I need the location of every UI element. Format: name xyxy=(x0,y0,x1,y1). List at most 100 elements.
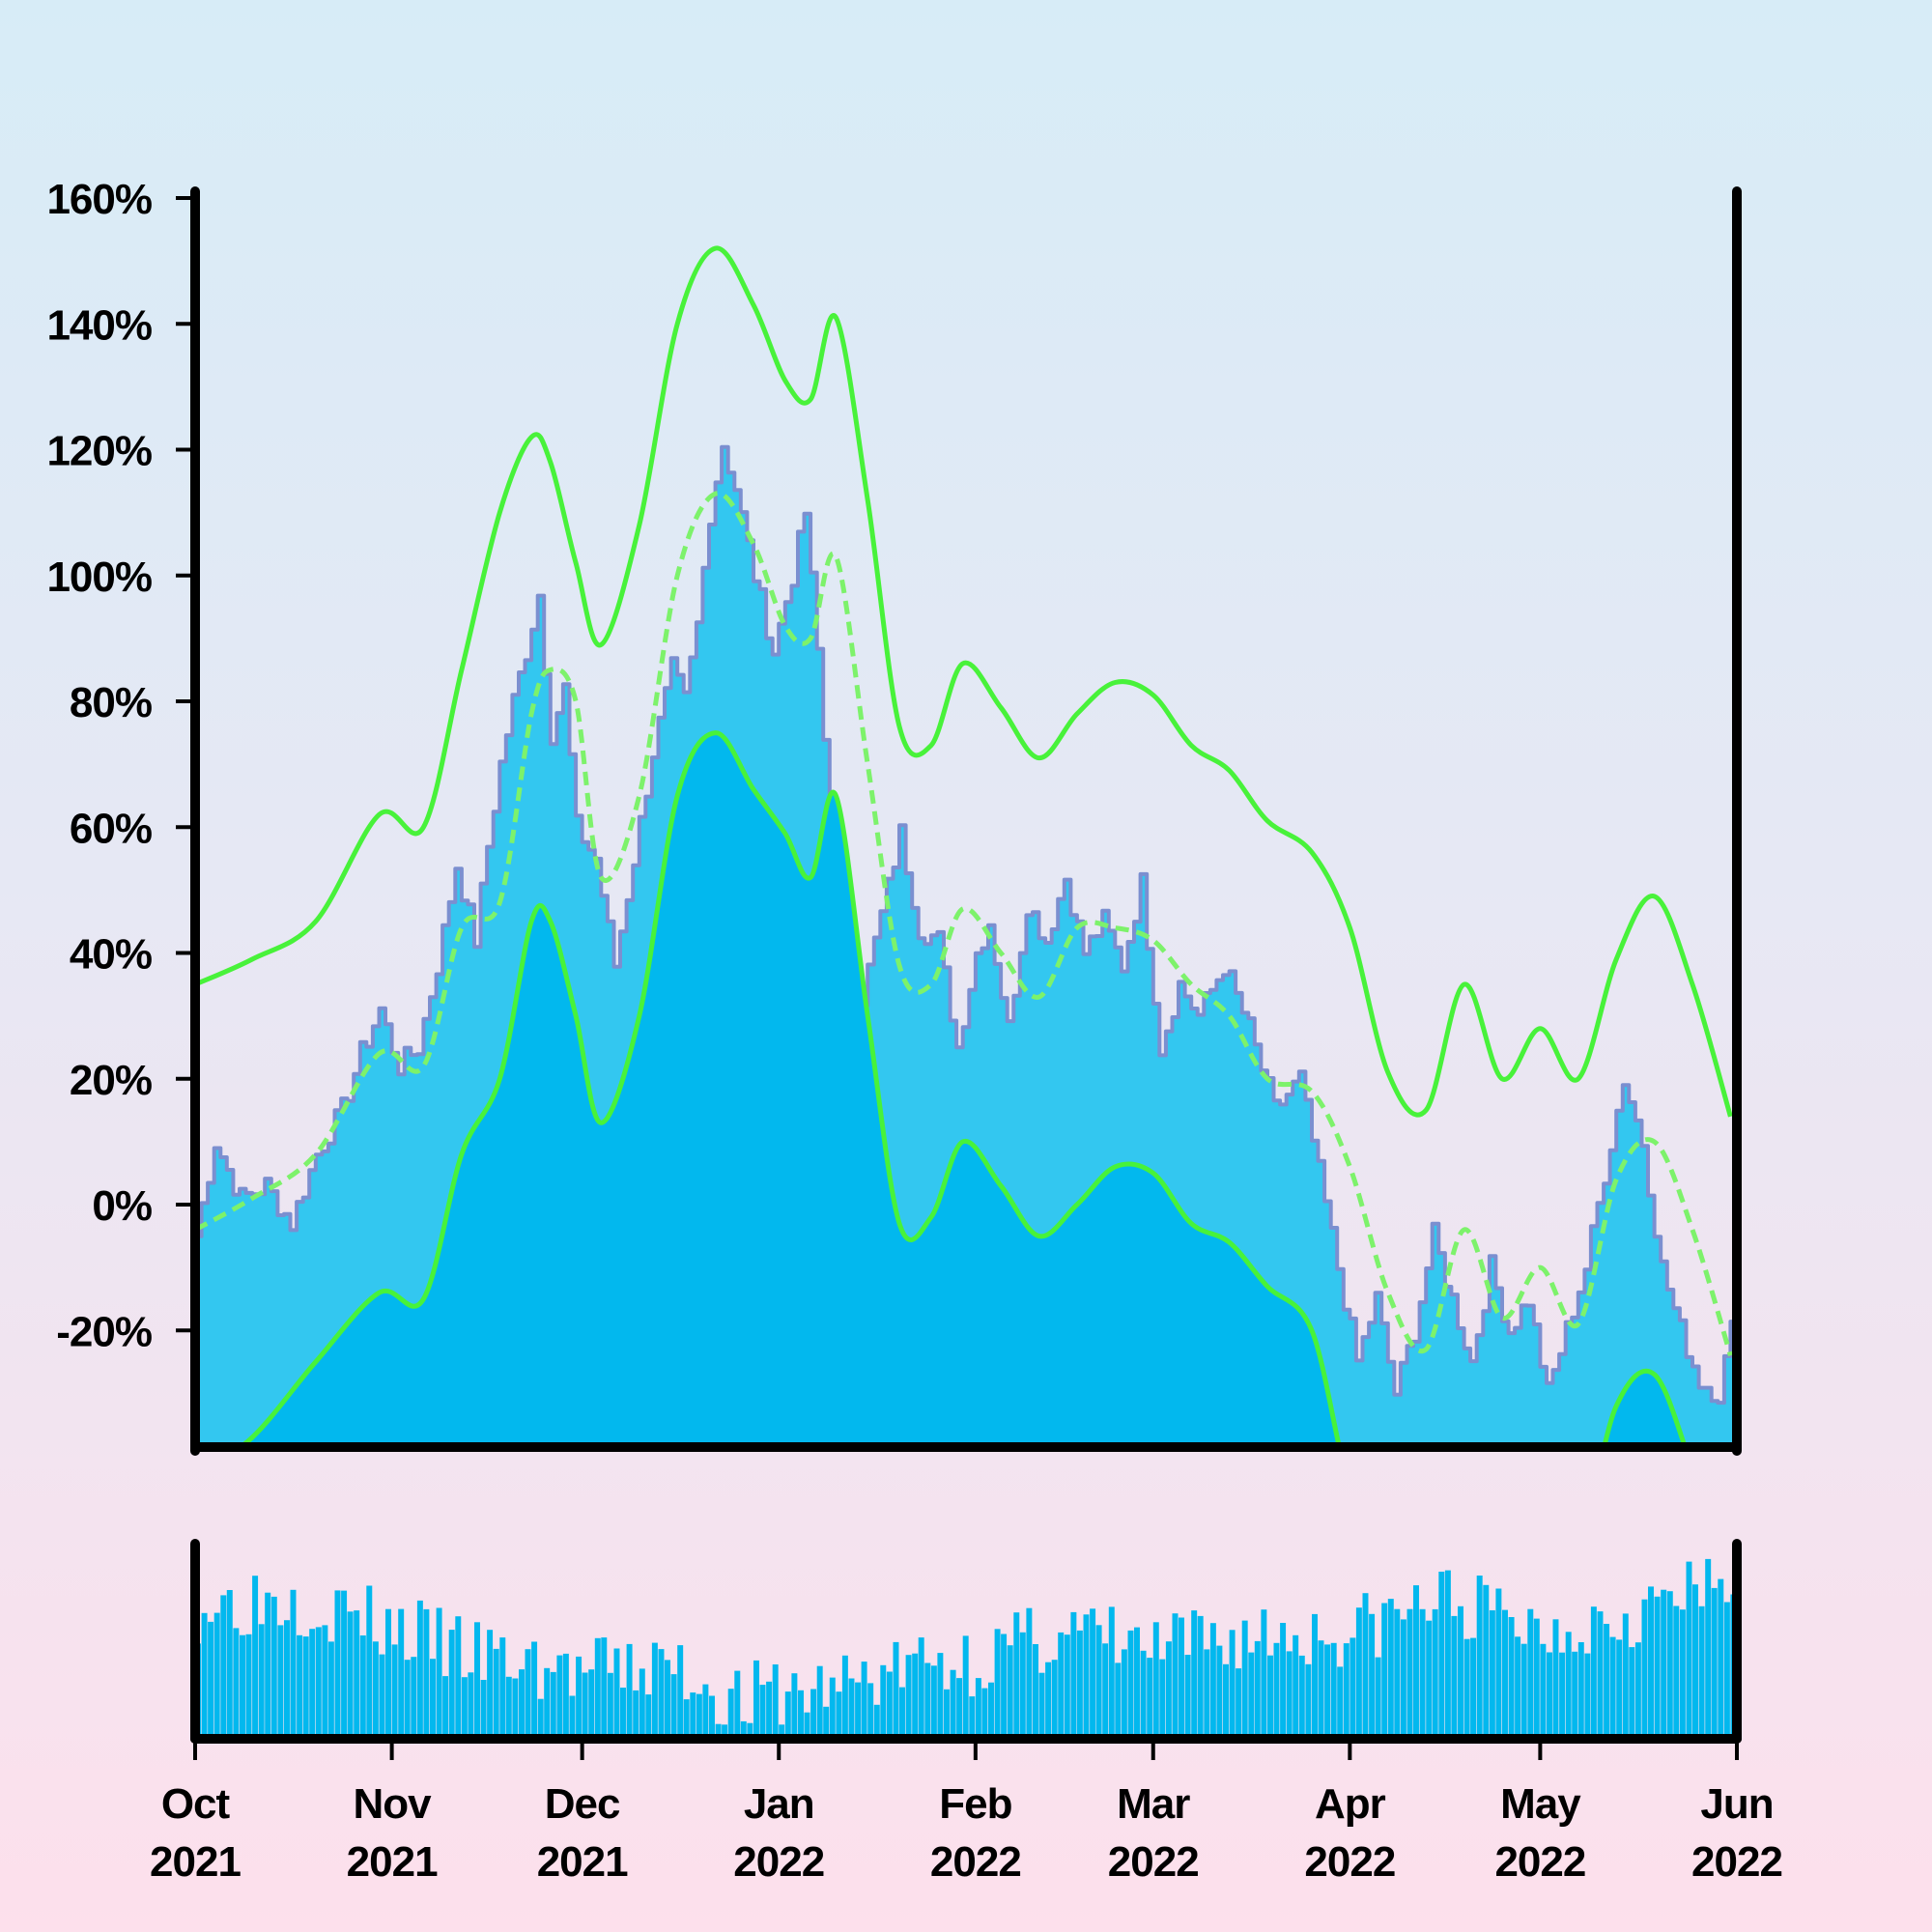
volume-bar xyxy=(1432,1608,1438,1734)
volume-bar xyxy=(670,1674,677,1734)
volume-bar xyxy=(1051,1660,1058,1734)
volume-bar xyxy=(1661,1589,1667,1734)
volume-bar xyxy=(1140,1650,1147,1734)
volume-bar xyxy=(1102,1643,1109,1734)
x-tick-month: Apr xyxy=(1315,1780,1386,1828)
volume-plot xyxy=(195,1558,1737,1735)
volume-bar xyxy=(867,1683,874,1734)
volume-bar xyxy=(1463,1638,1470,1734)
volume-bar xyxy=(245,1634,252,1734)
volume-bar xyxy=(1045,1662,1052,1734)
volume-bar xyxy=(1666,1591,1673,1734)
volume-bar xyxy=(1686,1561,1692,1734)
x-tick-month: Nov xyxy=(354,1780,433,1828)
x-tick-year: 2022 xyxy=(930,1838,1021,1886)
x-tick-year: 2021 xyxy=(347,1838,438,1886)
volume-bar xyxy=(277,1625,284,1734)
x-tick-month: Jun xyxy=(1700,1780,1773,1828)
volume-bar xyxy=(1483,1584,1490,1734)
volume-bar xyxy=(950,1669,956,1734)
volume-bar xyxy=(798,1690,804,1734)
volume-bar xyxy=(1622,1613,1629,1734)
volume-bar xyxy=(430,1659,436,1734)
volume-bar xyxy=(436,1607,442,1734)
volume-bar xyxy=(493,1648,499,1734)
volume-bar xyxy=(1095,1625,1102,1734)
volume-bar xyxy=(1267,1655,1273,1734)
volume-bar xyxy=(258,1624,265,1734)
volume-bar xyxy=(747,1722,753,1734)
volume-bar xyxy=(962,1635,969,1734)
volume-bar xyxy=(836,1691,842,1734)
volume-bar xyxy=(270,1596,277,1734)
volume-bar xyxy=(487,1630,494,1734)
volume-bar xyxy=(1476,1576,1483,1734)
volume-bar xyxy=(1064,1634,1070,1734)
volume-bar xyxy=(1419,1608,1426,1734)
volume-bar xyxy=(1013,1612,1020,1734)
volume-bar xyxy=(709,1695,715,1734)
volume-bar xyxy=(1216,1645,1223,1734)
volume-bar xyxy=(1394,1608,1401,1734)
volume-bar xyxy=(309,1629,316,1734)
y-tick-label: 40% xyxy=(70,931,152,979)
volume-bar xyxy=(1165,1641,1172,1734)
price-line xyxy=(195,444,1737,1406)
volume-bar xyxy=(905,1655,912,1734)
volume-bar xyxy=(1565,1632,1572,1734)
volume-bar xyxy=(1127,1630,1134,1734)
volume-bar xyxy=(1723,1602,1730,1734)
volume-bar xyxy=(722,1724,728,1735)
volume-bar xyxy=(1559,1652,1566,1734)
volume-bar xyxy=(1273,1642,1280,1734)
volume-bar xyxy=(1629,1647,1635,1734)
volume-bar xyxy=(1577,1642,1584,1734)
volume-bar xyxy=(1673,1605,1680,1734)
x-tick-year: 2021 xyxy=(537,1838,628,1886)
x-tick-year: 2022 xyxy=(1691,1838,1782,1886)
volume-bar xyxy=(690,1692,696,1734)
volume-bar xyxy=(1489,1610,1495,1734)
volume-bar xyxy=(588,1669,595,1734)
volume-bar xyxy=(816,1665,823,1734)
volume-bar xyxy=(213,1612,220,1734)
volume-bar xyxy=(1229,1630,1236,1734)
volume-bar xyxy=(601,1637,608,1734)
x-tick-month: May xyxy=(1500,1780,1581,1828)
volume-bar xyxy=(265,1592,271,1734)
volume-bar xyxy=(1540,1643,1547,1734)
volume-bar xyxy=(1381,1603,1388,1734)
volume-bar xyxy=(969,1696,976,1734)
volume-bar xyxy=(1604,1624,1610,1734)
volume-bar xyxy=(1058,1632,1065,1734)
volume-bar xyxy=(784,1691,791,1734)
volume-bar xyxy=(416,1600,423,1734)
volume-bar xyxy=(366,1585,373,1734)
volume-bar xyxy=(715,1723,722,1734)
volume-bar xyxy=(861,1662,867,1734)
volume-bar xyxy=(1007,1645,1013,1734)
volume-bar xyxy=(810,1689,817,1734)
x-tick-year: 2022 xyxy=(1494,1838,1585,1886)
volume-bar xyxy=(1451,1615,1458,1734)
volume-bar xyxy=(1312,1613,1318,1734)
volume-bar xyxy=(480,1680,487,1734)
volume-bar xyxy=(519,1669,525,1734)
volume-bar xyxy=(315,1627,322,1734)
volume-bar xyxy=(1209,1623,1216,1734)
volume-bar xyxy=(1108,1606,1115,1734)
volume-bar xyxy=(556,1655,563,1734)
volume-bar xyxy=(468,1672,474,1734)
moving-average-line xyxy=(195,491,1733,1357)
volume-bar xyxy=(1444,1570,1451,1734)
volume-bar xyxy=(1718,1578,1724,1734)
volume-bar xyxy=(823,1706,830,1734)
volume-bar xyxy=(1584,1653,1591,1734)
y-tick-label: 20% xyxy=(70,1057,152,1104)
volume-bar xyxy=(930,1665,937,1734)
volume-bar xyxy=(594,1637,601,1734)
volume-bar xyxy=(1470,1637,1477,1734)
y-tick-label: 160% xyxy=(46,176,152,223)
volume-bar xyxy=(1134,1627,1140,1734)
volume-bar xyxy=(1375,1657,1381,1734)
